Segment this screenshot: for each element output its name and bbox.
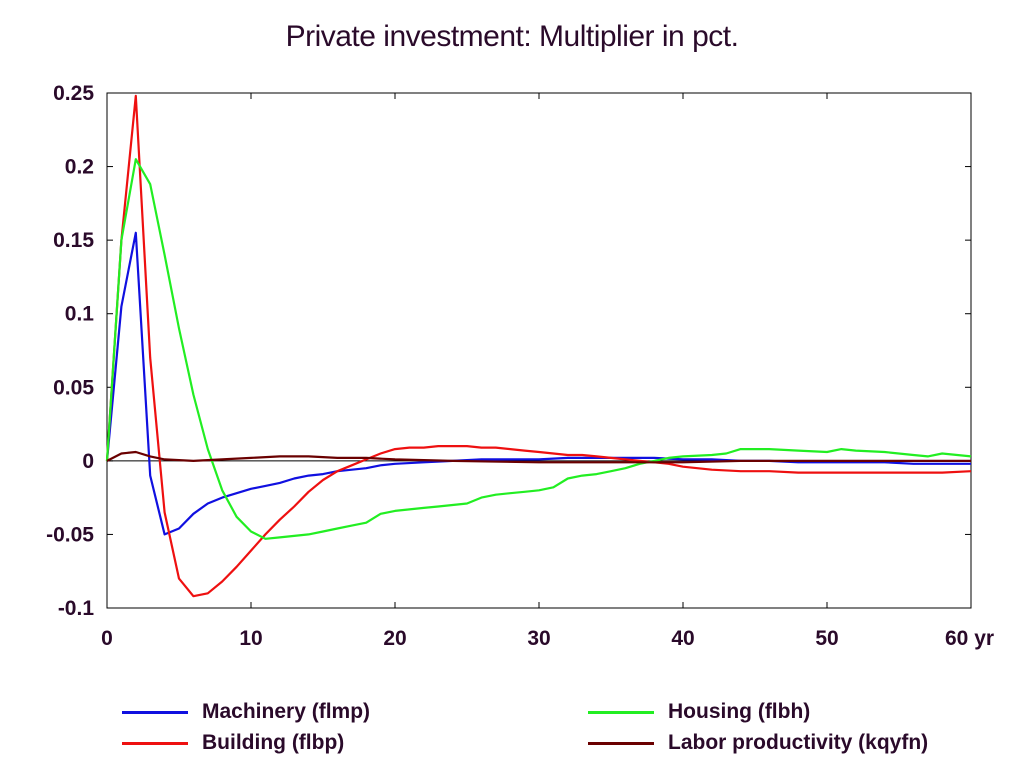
y-tick-label: -0.05 <box>46 523 94 546</box>
x-tick-label: 40 <box>671 627 694 650</box>
x-tick-label: 60 yr <box>945 627 994 650</box>
x-tick-label: 0 <box>101 627 113 650</box>
chart-title: Private investment: Multiplier in pct. <box>285 20 739 53</box>
series-line-machinery <box>105 231 971 536</box>
y-tick-label: -0.1 <box>58 597 95 620</box>
plot-area-frame <box>106 92 972 609</box>
x-tick-label: 30 <box>527 627 550 650</box>
x-tick-label: 10 <box>239 627 262 650</box>
y-tick-label: 0.2 <box>65 156 94 179</box>
x-tick-label: 50 <box>815 627 838 650</box>
y-tick-label: 0 <box>82 450 94 473</box>
series-line-building <box>105 94 972 598</box>
x-tick-label: 20 <box>383 627 406 650</box>
y-tick-label: 0.15 <box>53 229 94 252</box>
y-tick-label: 0.1 <box>65 303 95 326</box>
y-tick-label: 0.25 <box>53 82 94 105</box>
series-line-housing <box>105 158 972 540</box>
series-line-labor-productivity <box>106 450 971 464</box>
y-tick-label: 0.05 <box>53 376 94 399</box>
